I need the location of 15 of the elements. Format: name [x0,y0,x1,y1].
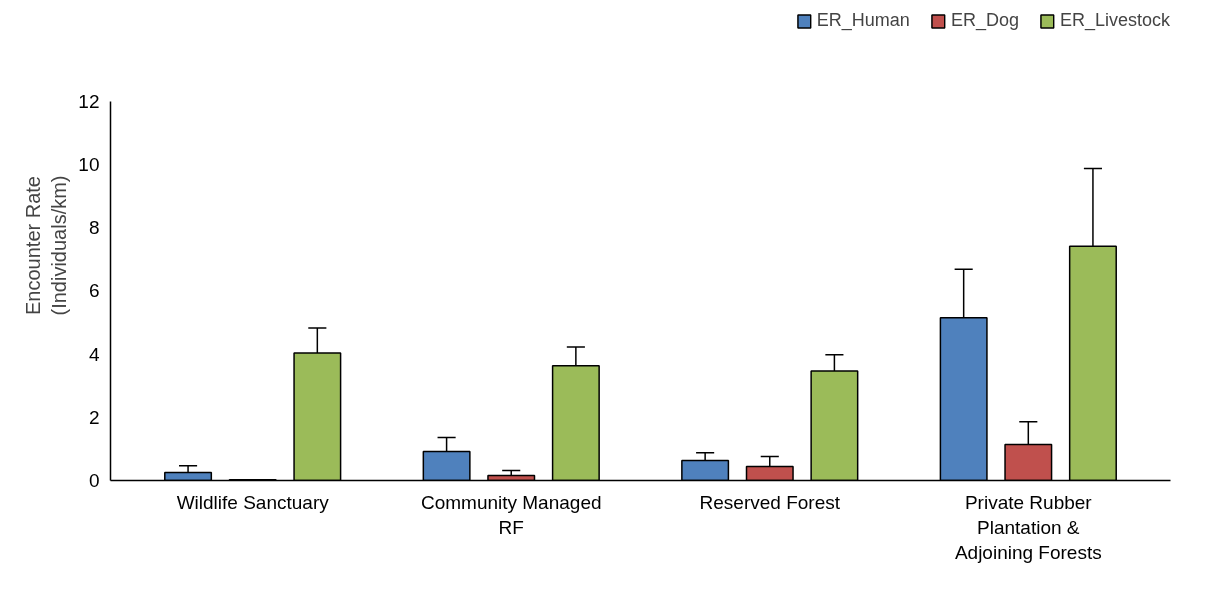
y-tick-label: 6 [88,280,100,302]
legend-label: ER_Human [816,10,910,31]
y-tick-label: 2 [88,406,100,428]
y-tick-label: 4 [88,343,100,365]
x-tick-label: Community Managed RF [420,491,602,538]
x-tick-label: Reserved Forest [699,491,841,513]
x-tick-label: Private Rubber Plantation & Adjoining Forests [954,491,1102,563]
legend-label: ER_Livestock [1059,10,1170,31]
y-axis-title: Encounter Rate (Individuals/km) [21,175,71,316]
x-tick-label: Wildlife Sanctuary [176,491,330,513]
y-tick-label: 10 [78,154,100,176]
legend-label: ER_Dog [950,10,1019,31]
y-tick-label: 0 [88,470,100,491]
y-tick-label: 12 [78,90,100,112]
y-tick-label: 8 [88,217,100,239]
